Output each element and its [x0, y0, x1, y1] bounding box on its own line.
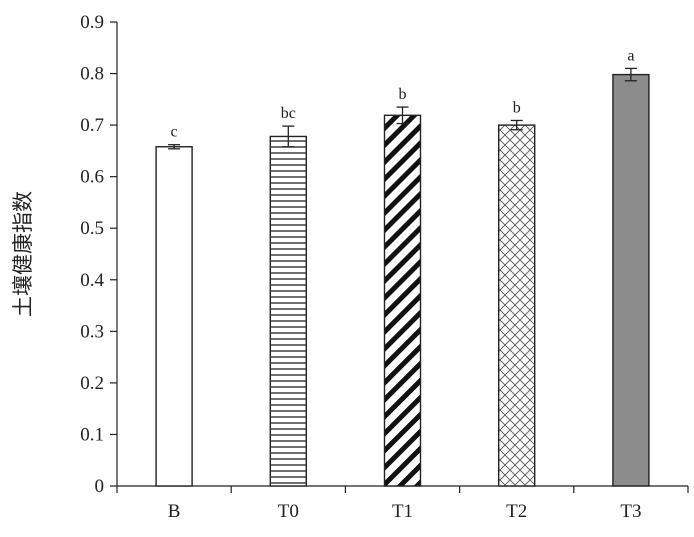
bar-T1 [383, 114, 422, 487]
bar-T0 [269, 135, 307, 487]
bars: c bc b b a [155, 47, 650, 487]
bar-B [155, 146, 193, 487]
bar-T2 [498, 124, 536, 487]
significance-label-T3: a [627, 47, 634, 64]
x-tick-label: T1 [392, 501, 413, 522]
x-tick-label: B [168, 501, 181, 522]
y-tick-label: 0.2 [80, 373, 104, 394]
y-tick-label: 0.3 [80, 321, 104, 342]
y-axis-label: 土壤健康指数 [11, 191, 35, 317]
significance-label-B: c [171, 124, 178, 141]
x-tick-label: T0 [278, 501, 299, 522]
x-tick-label: T2 [506, 501, 527, 522]
y-tick-label: 0.9 [80, 12, 104, 33]
y-tick-label: 0.1 [80, 424, 104, 445]
significance-label-T2: b [513, 99, 521, 116]
y-tick-label: 0.8 [80, 64, 104, 85]
y-ticks: 0 0.1 0.2 0.3 0.4 0.5 0.6 0.7 0.8 0.9 [80, 12, 117, 497]
bar-T3 [612, 73, 650, 487]
y-tick-label: 0.5 [80, 218, 104, 239]
significance-label-T0: bc [281, 105, 296, 122]
y-tick-label: 0.6 [80, 167, 104, 188]
y-tick-label: 0.4 [80, 270, 104, 291]
y-tick-label: 0 [95, 476, 105, 497]
x-ticks: B T0 T1 T2 T3 [116, 486, 689, 522]
y-tick-label: 0.7 [80, 115, 104, 136]
x-tick-label: T3 [620, 501, 641, 522]
significance-label-T1: b [399, 86, 407, 103]
